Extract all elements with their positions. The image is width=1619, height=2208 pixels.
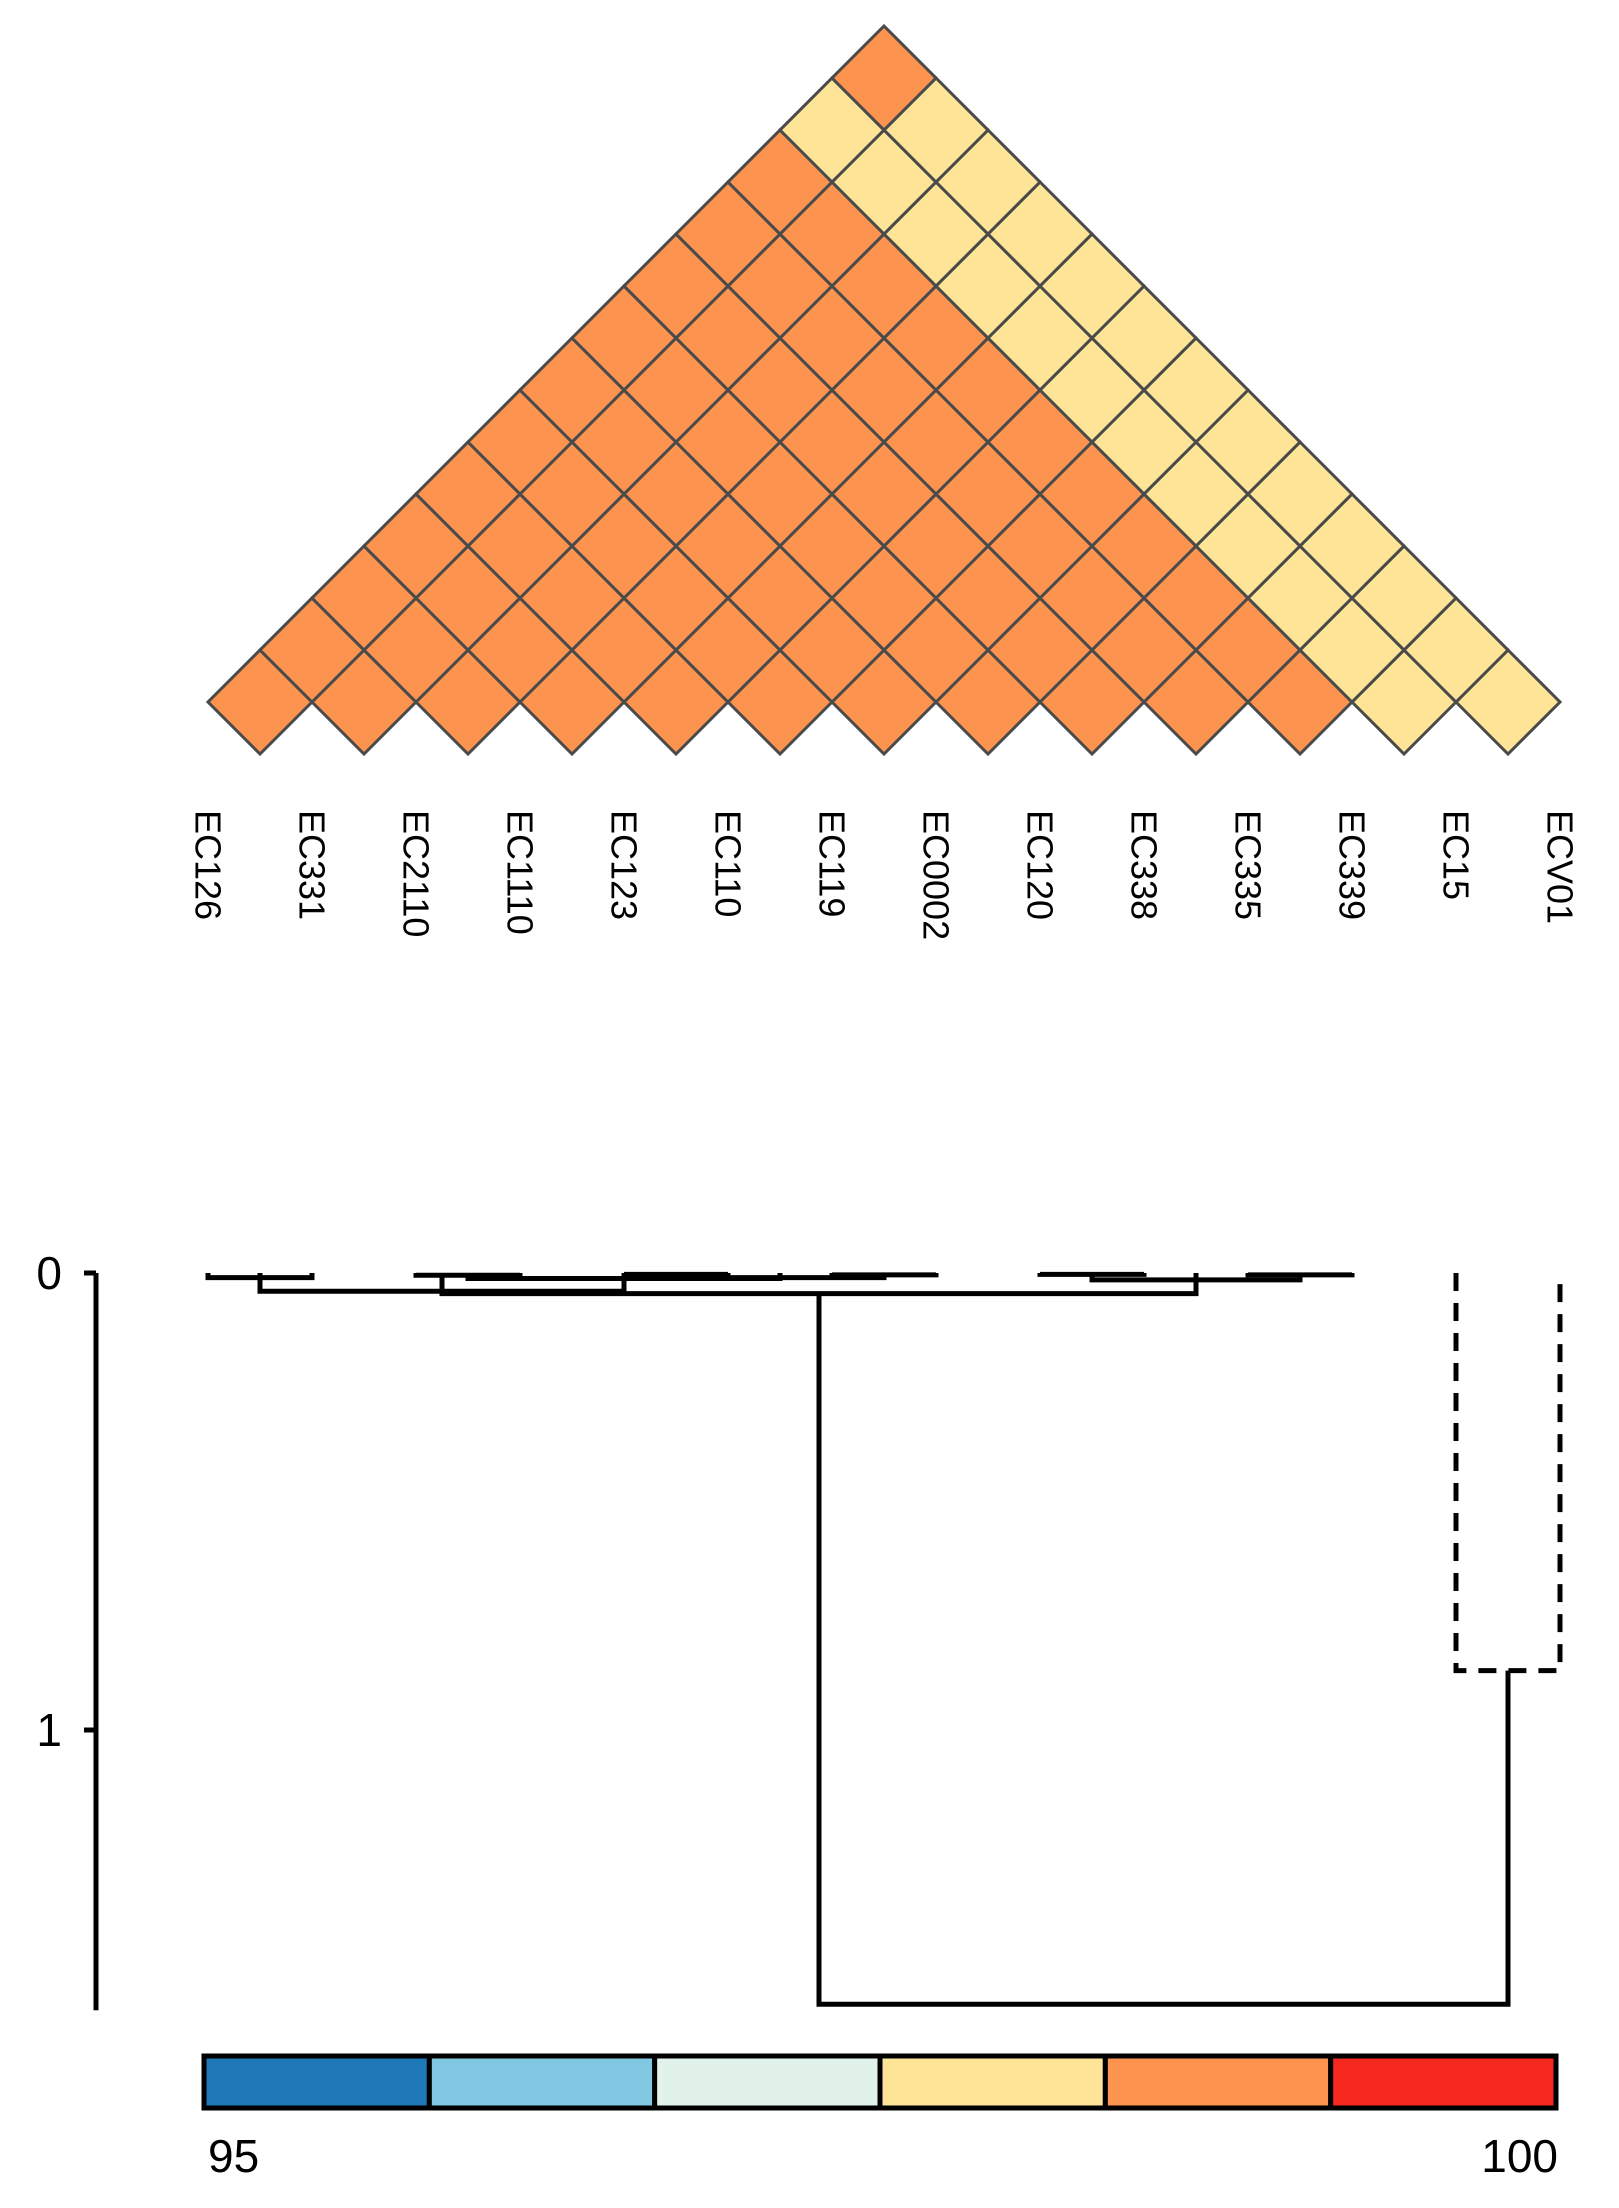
leaf-label: EC119 <box>812 810 853 917</box>
leaf-label: EC331 <box>292 810 333 920</box>
legend-max-label: 100 <box>1481 2130 1558 2182</box>
legend-min-label: 95 <box>208 2130 259 2182</box>
dendrogram-branch <box>816 1293 1511 2007</box>
dendrogram <box>205 1271 1563 2007</box>
triangle-heatmap <box>205 23 1563 757</box>
leaf-label: EC338 <box>1124 810 1165 920</box>
leaf-label: EC1110 <box>500 810 541 935</box>
leaf-label: EC0002 <box>916 810 957 940</box>
leaf-labels: EC126 EC331 EC2110 EC1110 EC123 EC110 EC119 EC0… <box>188 810 1581 940</box>
leaf-label: EC123 <box>604 810 645 920</box>
leaf-label: ECV01 <box>1540 810 1581 924</box>
leaf-label: EC2110 <box>396 810 437 937</box>
leaf-label: EC126 <box>188 810 229 920</box>
color-legend: 95 100 <box>201 2053 1559 2182</box>
legend-swatch <box>1328 2053 1559 2111</box>
legend-swatch <box>652 2053 883 2111</box>
legend-swatch <box>426 2053 658 2111</box>
dendrogram-branch <box>1453 1273 1563 1674</box>
leaf-label: EC120 <box>1020 810 1061 920</box>
legend-swatch <box>877 2053 1108 2111</box>
leaf-label: EC339 <box>1332 810 1373 920</box>
axis-tick-label: 0 <box>36 1247 62 1299</box>
leaf-label: EC15 <box>1436 810 1477 900</box>
legend-swatch <box>201 2053 432 2111</box>
leaf-label: EC335 <box>1228 810 1269 920</box>
dendrogram-axis: 01 <box>36 1247 99 2011</box>
dendrogram-branch <box>439 1273 1199 1297</box>
axis-tick-label: 1 <box>36 1704 62 1756</box>
leaf-label: EC110 <box>708 810 749 917</box>
heatmap-cell <box>829 23 939 133</box>
legend-swatch <box>1102 2053 1334 2111</box>
